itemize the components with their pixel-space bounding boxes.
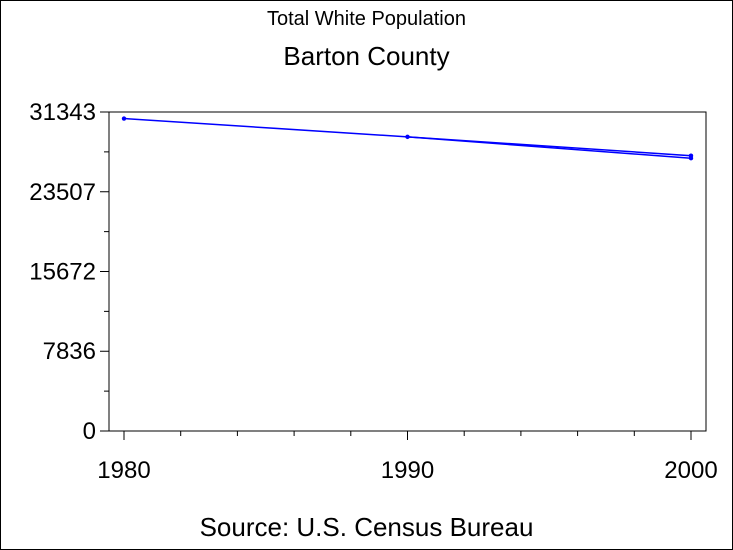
data-point — [121, 116, 127, 121]
x-tick-label: 1980 — [97, 457, 150, 484]
series-line-segment — [407, 136, 692, 159]
x-tick-label: 1990 — [381, 457, 434, 484]
series-group — [121, 116, 694, 161]
y-axis: 0 7836 15672 23507 31343 — [29, 99, 109, 445]
x-tick-label: 2000 — [664, 457, 717, 484]
data-point — [688, 156, 694, 161]
source-note: Source: U.S. Census Bureau — [199, 512, 534, 542]
chart-subtitle: Barton County — [283, 41, 450, 71]
y-tick-label: 7836 — [43, 338, 96, 365]
y-tick-label: 15672 — [29, 258, 96, 285]
y-tick-label: 31343 — [29, 99, 96, 126]
data-point — [405, 134, 410, 140]
y-tick-label: 0 — [83, 418, 96, 445]
y-tick-label: 23507 — [29, 179, 96, 206]
plot-area — [108, 111, 707, 432]
chart-title: Total White Population — [266, 8, 466, 30]
x-axis: 1980 1990 2000 — [97, 431, 718, 484]
